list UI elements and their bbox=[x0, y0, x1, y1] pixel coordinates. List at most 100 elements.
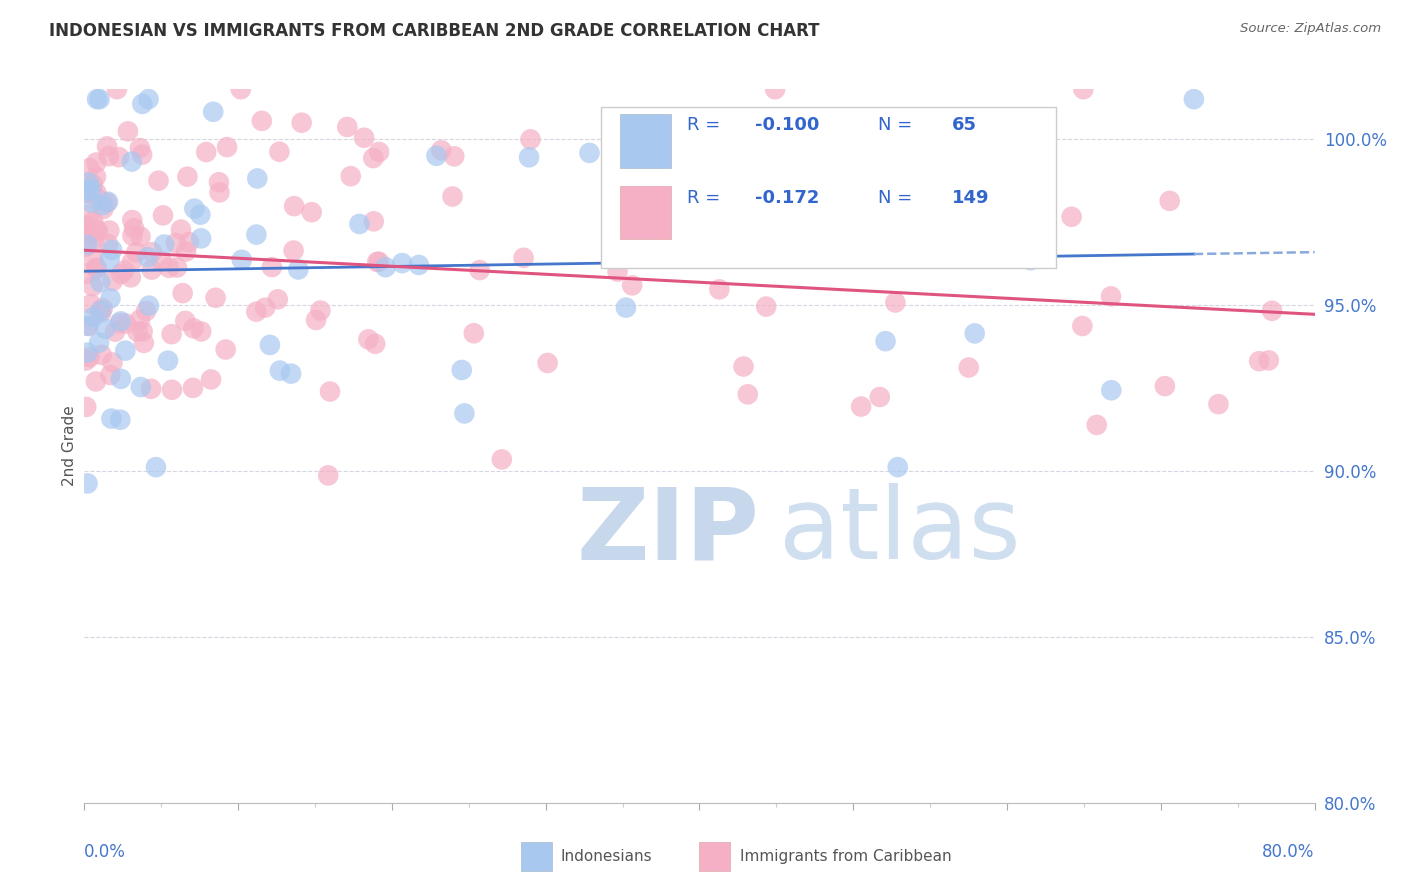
Point bbox=[763, 82, 786, 96]
Point bbox=[96, 195, 118, 210]
Point bbox=[1071, 318, 1094, 333]
Point bbox=[98, 223, 121, 237]
Point bbox=[82, 279, 104, 293]
Point bbox=[82, 177, 104, 191]
Point bbox=[319, 384, 342, 399]
Point bbox=[93, 202, 115, 216]
Point bbox=[129, 141, 152, 155]
Point bbox=[127, 325, 149, 339]
Point bbox=[80, 195, 103, 210]
Point bbox=[131, 96, 153, 111]
Point bbox=[177, 235, 200, 249]
Point bbox=[1159, 194, 1181, 208]
Point bbox=[339, 169, 361, 183]
Point bbox=[91, 301, 114, 316]
FancyBboxPatch shape bbox=[620, 114, 671, 168]
Point bbox=[138, 92, 160, 106]
Point bbox=[366, 255, 388, 269]
Text: atlas: atlas bbox=[779, 483, 1021, 580]
Point bbox=[1099, 384, 1122, 398]
Point bbox=[208, 175, 231, 189]
Point bbox=[259, 338, 281, 352]
Point bbox=[100, 411, 122, 425]
Point bbox=[97, 194, 120, 209]
Point bbox=[76, 318, 98, 333]
Point bbox=[77, 208, 100, 222]
Point bbox=[152, 208, 174, 222]
Text: 65: 65 bbox=[952, 116, 977, 134]
Point bbox=[190, 208, 212, 222]
Text: Immigrants from Caribbean: Immigrants from Caribbean bbox=[740, 849, 952, 863]
Point bbox=[963, 326, 986, 341]
Point bbox=[890, 211, 912, 226]
Point bbox=[578, 145, 600, 160]
Point bbox=[283, 244, 305, 258]
Point bbox=[614, 301, 637, 315]
Point bbox=[453, 406, 475, 420]
Point bbox=[519, 132, 541, 146]
Text: 0.0%: 0.0% bbox=[84, 843, 127, 861]
Text: N =: N = bbox=[877, 189, 912, 207]
Point bbox=[89, 275, 111, 289]
Point bbox=[884, 295, 907, 310]
Point bbox=[76, 237, 98, 252]
Point bbox=[117, 124, 139, 138]
Point bbox=[287, 262, 309, 277]
Point bbox=[90, 305, 112, 319]
Point bbox=[165, 235, 187, 250]
Point bbox=[305, 313, 328, 327]
Point bbox=[166, 260, 188, 275]
Point bbox=[512, 251, 534, 265]
Point bbox=[121, 213, 143, 227]
Point bbox=[517, 150, 540, 164]
Point bbox=[200, 372, 222, 386]
Point bbox=[110, 314, 132, 328]
Point bbox=[1257, 353, 1279, 368]
Point bbox=[208, 186, 231, 200]
Point bbox=[91, 198, 114, 212]
Point bbox=[96, 139, 118, 153]
Point bbox=[283, 199, 305, 213]
Point bbox=[172, 286, 194, 301]
Point bbox=[84, 375, 107, 389]
Point bbox=[245, 304, 267, 318]
Point bbox=[1261, 303, 1284, 318]
Point bbox=[1099, 289, 1122, 303]
Point bbox=[1085, 417, 1108, 432]
Point bbox=[425, 149, 447, 163]
Point bbox=[104, 325, 127, 339]
Point bbox=[75, 186, 97, 200]
Point bbox=[291, 116, 314, 130]
Point bbox=[101, 355, 124, 369]
Point bbox=[755, 300, 778, 314]
Point bbox=[536, 356, 558, 370]
Point bbox=[90, 348, 112, 362]
Point bbox=[246, 171, 269, 186]
Point bbox=[75, 353, 97, 368]
Point bbox=[1208, 397, 1230, 411]
FancyBboxPatch shape bbox=[620, 186, 671, 239]
Point bbox=[105, 82, 128, 96]
Point bbox=[98, 368, 121, 382]
Point bbox=[301, 205, 323, 219]
Point bbox=[174, 314, 197, 328]
Point bbox=[86, 186, 108, 200]
Point bbox=[80, 182, 103, 196]
Point bbox=[79, 228, 101, 243]
Point bbox=[202, 104, 225, 119]
Point bbox=[131, 147, 153, 161]
Point bbox=[998, 194, 1021, 208]
Point bbox=[762, 130, 785, 145]
Point bbox=[135, 304, 157, 318]
Point bbox=[131, 324, 153, 338]
Point bbox=[75, 240, 97, 254]
Text: R =: R = bbox=[688, 116, 720, 134]
Point bbox=[430, 143, 453, 157]
Point bbox=[120, 270, 142, 285]
FancyBboxPatch shape bbox=[700, 842, 730, 871]
Text: INDONESIAN VS IMMIGRANTS FROM CARIBBEAN 2ND GRADE CORRELATION CHART: INDONESIAN VS IMMIGRANTS FROM CARIBBEAN … bbox=[49, 22, 820, 40]
Point bbox=[363, 214, 385, 228]
Point bbox=[353, 130, 375, 145]
Point bbox=[76, 345, 98, 359]
Point bbox=[87, 192, 110, 206]
